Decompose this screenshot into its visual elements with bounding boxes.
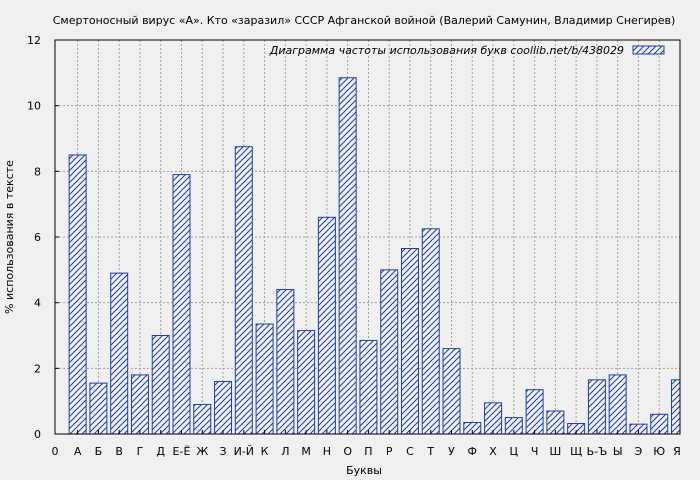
x-tick-label: О — [343, 445, 352, 458]
x-tick-label: А — [74, 445, 82, 458]
bar — [255, 323, 274, 435]
bar — [380, 269, 399, 435]
bar — [297, 330, 316, 435]
y-ticks: 0 2 4 6 8 10 12 — [27, 34, 59, 441]
x-tick-label: Т — [426, 445, 434, 458]
bar — [214, 380, 233, 435]
x-tick-label: Ч — [531, 445, 539, 458]
legend-text: Диаграмма частоты использования букв coo… — [269, 44, 624, 57]
y-tick-label: 10 — [27, 100, 41, 113]
x-tick-label: Б — [95, 445, 103, 458]
x-tick-label: Ф — [468, 445, 477, 458]
x-tick-label: Ь-Ъ — [587, 445, 608, 458]
x-tick-label-start: 0 — [52, 445, 59, 458]
bar — [110, 272, 129, 435]
x-ticks: 0 А Б В Г Д Е-Ё Ж З И-Й К Л М Н О П Р С Т У Ф Х Ц Ч Ш Щ Ь-Ъ Ы Э Ю Я — [52, 430, 681, 458]
y-tick-label: 2 — [34, 362, 41, 375]
y-axis-label: % использования в тексте — [3, 160, 16, 314]
x-tick-label: В — [115, 445, 123, 458]
x-tick-label: Л — [281, 445, 289, 458]
bar — [234, 146, 253, 435]
bar — [587, 379, 606, 435]
bar — [400, 247, 419, 435]
y-tick-label: 0 — [34, 428, 41, 441]
y-tick-label: 4 — [34, 297, 41, 310]
bar — [608, 374, 627, 435]
bar — [484, 402, 503, 435]
chart-title: Смертоносный вирус «А». Кто «заразил» СС… — [53, 14, 676, 27]
bar — [276, 289, 295, 435]
x-tick-label: Я — [673, 445, 681, 458]
x-tick-label: Е-Ё — [173, 445, 191, 458]
bar — [130, 374, 149, 435]
x-tick-label: Э — [635, 445, 643, 458]
bar — [68, 154, 87, 435]
bar — [442, 348, 461, 435]
bar — [671, 379, 681, 435]
y-tick-label: 6 — [34, 231, 41, 244]
x-tick-label: Ы — [613, 445, 623, 458]
x-tick-label: Ж — [196, 445, 208, 458]
legend-swatch — [632, 45, 665, 55]
x-tick-label: И-Й — [234, 445, 254, 458]
x-tick-label: С — [406, 445, 414, 458]
x-tick-label: Ю — [653, 445, 665, 458]
bar — [151, 335, 170, 435]
bar — [338, 77, 357, 435]
x-tick-label: М — [301, 445, 311, 458]
x-tick-label: П — [364, 445, 372, 458]
bars — [68, 77, 681, 435]
y-tick-label: 12 — [27, 34, 41, 47]
x-tick-label: Ш — [549, 445, 561, 458]
bar — [193, 403, 212, 435]
x-tick-label: К — [261, 445, 269, 458]
bar — [172, 174, 191, 435]
x-tick-label: Д — [156, 445, 165, 458]
y-tick-label: 8 — [34, 165, 41, 178]
x-tick-label: Г — [137, 445, 144, 458]
x-tick-label: З — [220, 445, 227, 458]
bar — [317, 216, 336, 435]
x-axis-label: Буквы — [346, 464, 382, 477]
bar — [421, 228, 440, 435]
x-tick-label: Р — [386, 445, 393, 458]
x-tick-label: Ц — [510, 445, 519, 458]
legend: Диаграмма частоты использования букв coo… — [269, 44, 665, 57]
x-tick-label: У — [448, 445, 455, 458]
x-tick-label: Х — [489, 445, 497, 458]
bar — [89, 382, 108, 435]
x-tick-label: Щ — [570, 445, 582, 458]
bar — [359, 339, 378, 435]
x-tick-label: Н — [323, 445, 331, 458]
bar — [525, 389, 544, 435]
